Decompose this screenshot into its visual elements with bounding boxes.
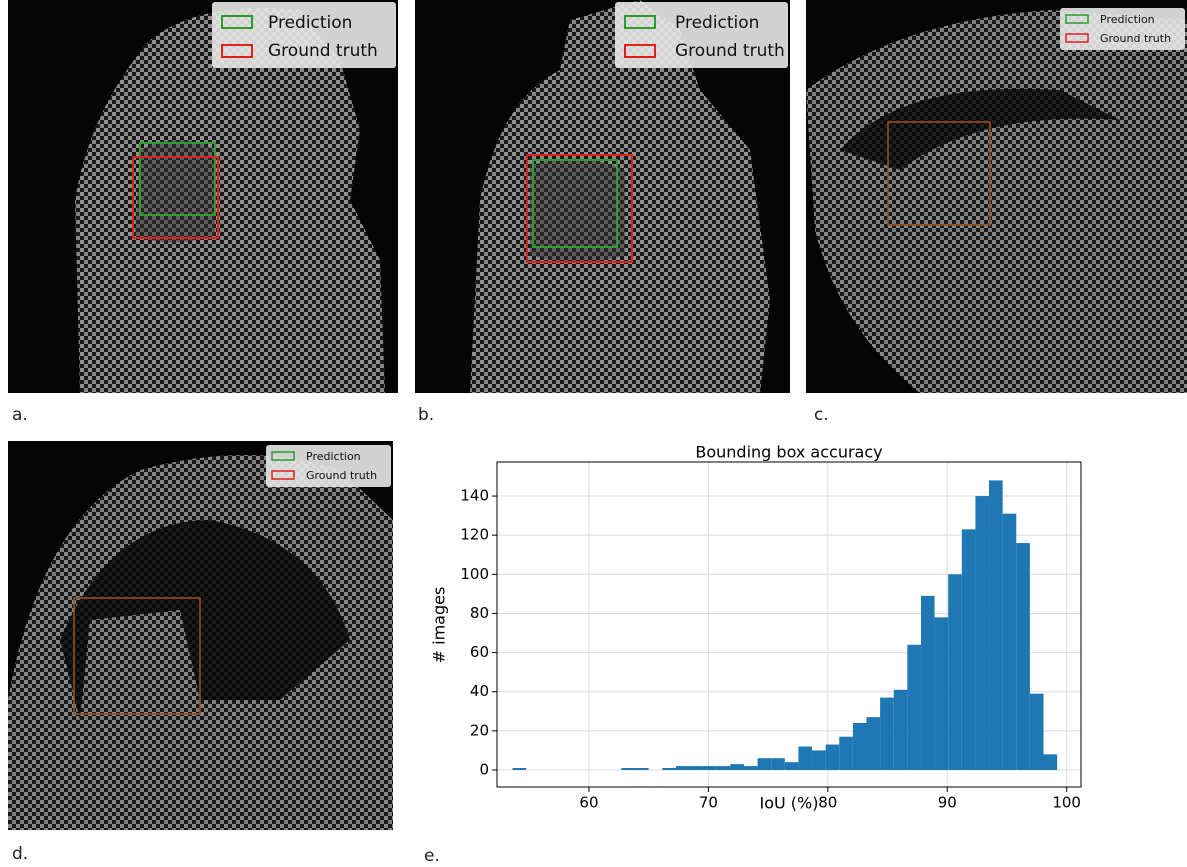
prediction-box (139, 142, 216, 216)
panel-b: Prediction Ground truth b. (415, 0, 790, 425)
bar (716, 766, 731, 770)
bars (512, 480, 1058, 770)
legend (1060, 8, 1185, 50)
legend-label: Ground truth (675, 41, 785, 61)
x-tick-label: 90 (938, 794, 957, 812)
panel-c: Prediction Ground truth c. (806, 0, 1187, 425)
bar (675, 766, 690, 770)
y-tick-label: 40 (470, 682, 489, 700)
x-tick-label: 60 (579, 794, 598, 812)
ground-truth-box (132, 156, 219, 239)
bar (635, 768, 649, 770)
legend-label: Prediction (306, 450, 361, 463)
bar (1043, 754, 1058, 770)
panel-label: a. (12, 405, 28, 425)
y-tick-label: 120 (460, 526, 489, 544)
bar (961, 529, 976, 770)
ground-truth-box (887, 121, 991, 226)
legend-label: Prediction (268, 13, 352, 33)
cavity (60, 520, 350, 720)
bar (798, 746, 813, 770)
bar (975, 496, 990, 770)
bar (662, 768, 676, 770)
legend-label: Prediction (675, 13, 759, 33)
legend-label: Ground truth (1100, 32, 1171, 45)
panel-a: Prediction Ground truth a. (8, 0, 398, 425)
legend-swatch (221, 44, 253, 58)
bar (703, 766, 717, 770)
heart (135, 140, 215, 243)
panel-e: Bounding box accuracy IoU (%) # images e… (424, 443, 1082, 866)
bar (743, 766, 758, 770)
legend (615, 2, 788, 68)
panel-label: d. (12, 844, 28, 864)
panel-d: Prediction Ground truth d. (8, 441, 393, 864)
y-tick-label: 140 (460, 487, 489, 505)
bar (825, 744, 840, 770)
legend-swatch (221, 15, 253, 29)
y-axis-label: # images (430, 587, 449, 664)
bar (621, 768, 636, 770)
ground-truth-box (526, 154, 633, 263)
cavity (840, 88, 1120, 170)
panel-label: c. (814, 405, 829, 425)
bar (839, 736, 853, 770)
legend-swatch (1065, 14, 1089, 24)
bar (757, 758, 772, 770)
bar (1016, 543, 1030, 770)
x-tick-label: 100 (1052, 794, 1081, 812)
bar (512, 768, 527, 770)
legend-swatch (624, 15, 656, 29)
bar (852, 723, 867, 770)
bar (934, 617, 949, 770)
bar (812, 750, 826, 770)
bar (1029, 693, 1044, 770)
legend-label: Ground truth (306, 469, 377, 482)
bar (920, 595, 935, 770)
bar (880, 697, 894, 770)
legend (266, 445, 391, 487)
plot-frame (496, 461, 1082, 788)
axes: 0 20 40 60 80 100 120 140 60 70 80 90 100 (460, 461, 1082, 812)
y-tick-label: 100 (460, 565, 489, 583)
anatomy (75, 8, 385, 393)
heart (530, 158, 625, 263)
legend-swatch (1065, 33, 1089, 43)
legend-swatch (271, 451, 295, 461)
panel-label: e. (424, 846, 440, 866)
legend-swatch (271, 470, 295, 480)
bar (784, 762, 799, 770)
panel-label: b. (418, 405, 434, 425)
chart-title: Bounding box accuracy (695, 443, 882, 462)
bar (730, 764, 744, 770)
x-tick-label: 70 (699, 794, 718, 812)
bar (989, 480, 1003, 770)
bar (907, 644, 921, 770)
legend-label: Prediction (1100, 13, 1155, 26)
legend-swatch (624, 44, 656, 58)
y-tick-label: 60 (470, 643, 489, 661)
legend (212, 2, 396, 68)
bar (893, 689, 908, 770)
bar (866, 717, 881, 770)
bar (948, 574, 962, 770)
bar (689, 766, 704, 770)
bar (1002, 513, 1017, 770)
prediction-box (532, 159, 618, 248)
legend-label: Ground truth (268, 41, 378, 61)
y-tick-label: 0 (479, 760, 489, 778)
y-tick-label: 80 (470, 604, 489, 622)
bar (771, 758, 785, 770)
anatomy (806, 10, 1187, 393)
ground-truth-box (73, 597, 201, 715)
y-tick-label: 20 (470, 721, 489, 739)
x-axis-label: IoU (%) (760, 794, 819, 813)
x-tick-label: 80 (818, 794, 837, 812)
